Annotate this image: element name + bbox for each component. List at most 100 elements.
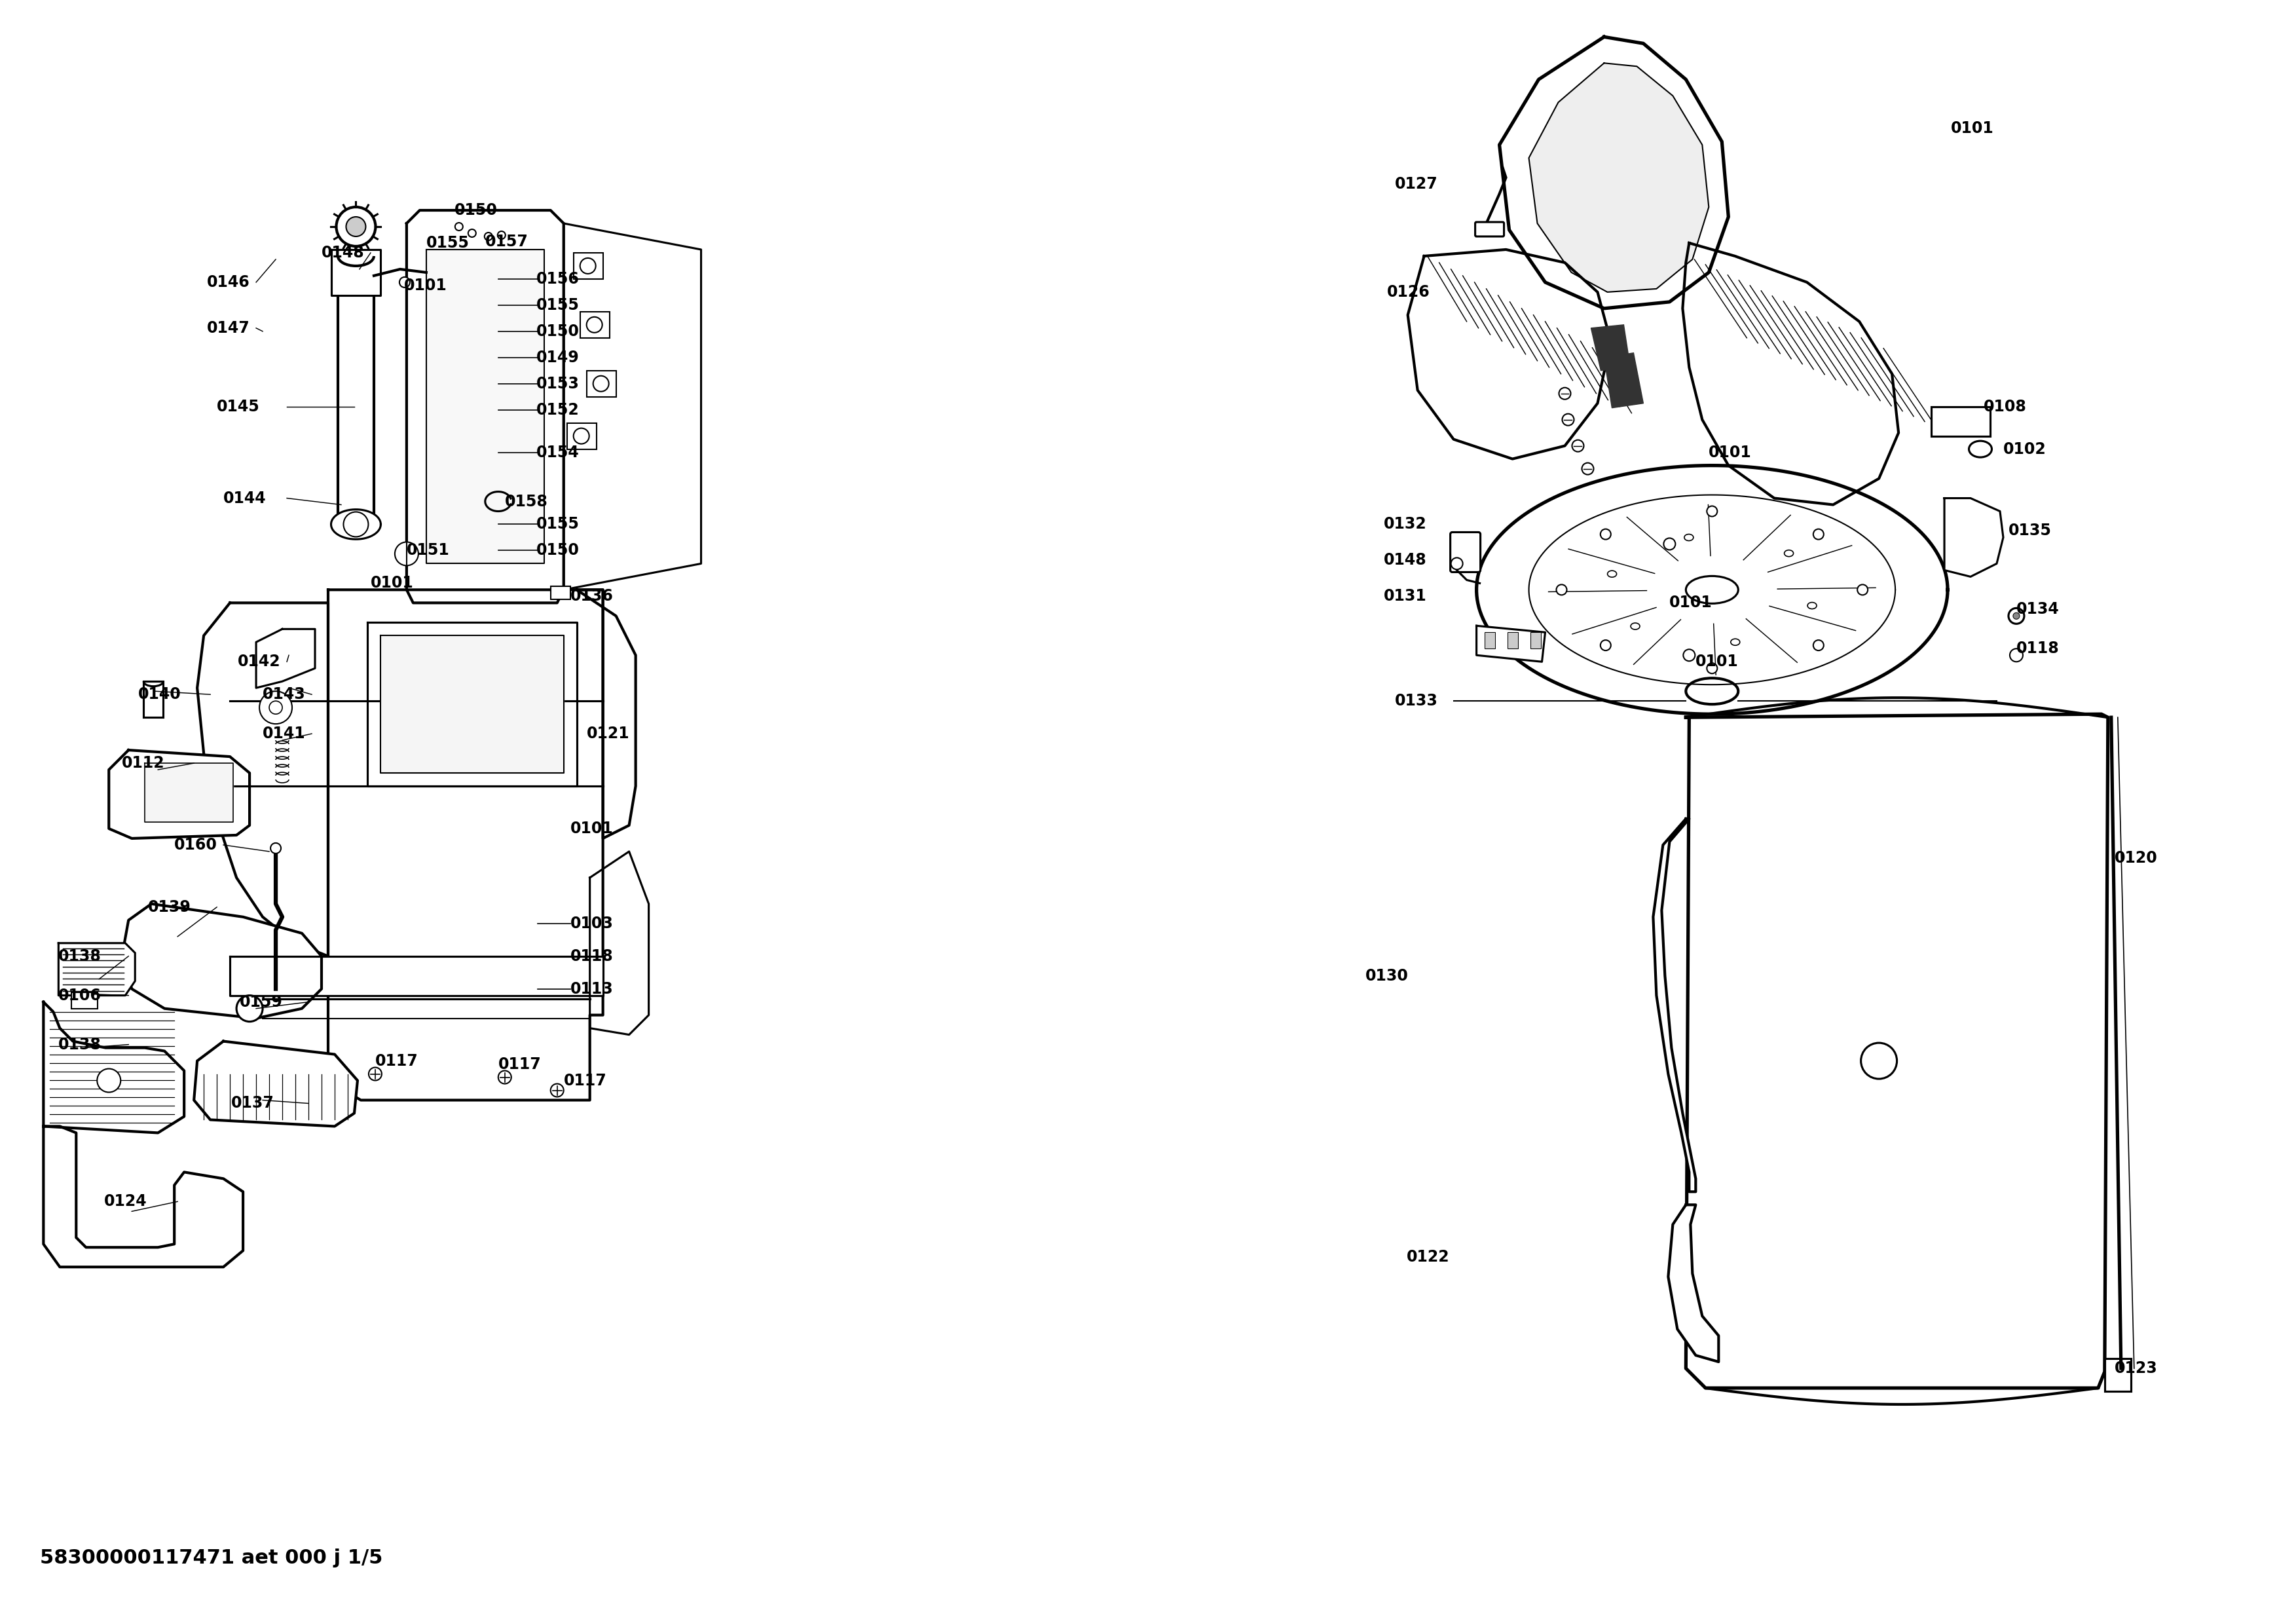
- Text: 0144: 0144: [223, 491, 266, 507]
- Text: 0149: 0149: [537, 350, 579, 365]
- Circle shape: [551, 1083, 563, 1098]
- Ellipse shape: [1862, 1043, 1896, 1078]
- Text: 0106: 0106: [57, 988, 101, 1004]
- Polygon shape: [331, 250, 381, 295]
- Circle shape: [1557, 584, 1566, 596]
- Text: 0160: 0160: [174, 838, 218, 852]
- Text: 0135: 0135: [2009, 523, 2053, 539]
- Circle shape: [395, 542, 418, 565]
- Polygon shape: [197, 604, 328, 955]
- Circle shape: [585, 316, 602, 332]
- Polygon shape: [108, 751, 250, 838]
- Circle shape: [1573, 441, 1584, 452]
- Polygon shape: [1605, 353, 1644, 408]
- Text: 0101: 0101: [370, 575, 413, 591]
- Circle shape: [1706, 663, 1717, 673]
- Circle shape: [259, 691, 292, 725]
- Text: 0142: 0142: [239, 654, 280, 670]
- Circle shape: [344, 512, 367, 537]
- Text: 0150: 0150: [537, 323, 579, 339]
- Text: 0130: 0130: [1366, 968, 1407, 983]
- Ellipse shape: [1784, 550, 1793, 557]
- Text: 0146: 0146: [207, 274, 250, 291]
- Text: 0145: 0145: [216, 399, 259, 415]
- Polygon shape: [1407, 250, 1609, 458]
- Polygon shape: [44, 1127, 243, 1267]
- Circle shape: [236, 996, 262, 1022]
- Text: 0118: 0118: [569, 949, 613, 964]
- Text: 0121: 0121: [585, 726, 629, 741]
- Circle shape: [1600, 641, 1612, 650]
- Text: 0117: 0117: [498, 1056, 542, 1072]
- Text: 0156: 0156: [537, 271, 579, 287]
- Text: 0102: 0102: [2002, 441, 2046, 457]
- Text: 0159: 0159: [239, 994, 282, 1010]
- Text: 0150: 0150: [537, 542, 579, 558]
- Polygon shape: [1669, 1204, 1720, 1362]
- Polygon shape: [331, 510, 381, 539]
- Bar: [574, 253, 604, 279]
- Polygon shape: [1945, 499, 2002, 576]
- Polygon shape: [122, 904, 321, 1018]
- Polygon shape: [576, 589, 636, 838]
- Text: 0141: 0141: [262, 726, 305, 741]
- Polygon shape: [563, 223, 700, 589]
- FancyBboxPatch shape: [1451, 533, 1481, 571]
- Bar: [1529, 633, 1541, 649]
- Polygon shape: [590, 852, 650, 1035]
- Text: 0126: 0126: [1387, 284, 1430, 300]
- Bar: [581, 312, 608, 337]
- Circle shape: [1559, 387, 1570, 399]
- Ellipse shape: [1807, 602, 1816, 608]
- Polygon shape: [1591, 324, 1630, 371]
- Circle shape: [1600, 529, 1612, 539]
- Polygon shape: [1685, 713, 2108, 1388]
- Circle shape: [1665, 537, 1676, 550]
- Circle shape: [1582, 463, 1593, 475]
- Polygon shape: [328, 589, 604, 1101]
- Circle shape: [498, 1070, 512, 1083]
- Polygon shape: [57, 943, 135, 996]
- Text: 0120: 0120: [2115, 851, 2158, 865]
- Text: 0150: 0150: [455, 202, 498, 218]
- Circle shape: [1814, 641, 1823, 650]
- Circle shape: [498, 231, 505, 239]
- Text: 0147: 0147: [207, 320, 250, 336]
- Circle shape: [574, 428, 590, 444]
- Polygon shape: [44, 1002, 184, 1133]
- Text: 0101: 0101: [1697, 654, 1738, 670]
- Bar: [145, 681, 163, 717]
- Text: 0101: 0101: [404, 278, 448, 294]
- Circle shape: [2009, 649, 2023, 662]
- Text: 0155: 0155: [427, 236, 468, 250]
- Circle shape: [1451, 558, 1463, 570]
- Bar: [1931, 407, 1991, 436]
- Text: 0155: 0155: [537, 516, 579, 533]
- Polygon shape: [1653, 818, 1697, 1191]
- Text: 0103: 0103: [569, 915, 613, 931]
- Polygon shape: [1529, 63, 1708, 292]
- Text: 0155: 0155: [537, 297, 579, 313]
- Polygon shape: [1683, 244, 1899, 505]
- Ellipse shape: [1731, 639, 1740, 646]
- Text: 0131: 0131: [1384, 589, 1426, 604]
- Text: 0143: 0143: [262, 686, 305, 702]
- Text: 0101: 0101: [569, 822, 613, 836]
- Circle shape: [335, 207, 377, 247]
- Text: 58300000117471 aet 000 j 1/5: 58300000117471 aet 000 j 1/5: [39, 1548, 383, 1567]
- Bar: [71, 993, 99, 1009]
- Circle shape: [96, 1068, 122, 1093]
- Ellipse shape: [1607, 571, 1616, 578]
- Text: 0113: 0113: [569, 981, 613, 997]
- Text: 0151: 0151: [406, 542, 450, 558]
- Bar: [2105, 1359, 2131, 1391]
- Text: 0140: 0140: [138, 686, 181, 702]
- Polygon shape: [338, 257, 374, 531]
- Ellipse shape: [1685, 576, 1738, 604]
- Circle shape: [1857, 584, 1867, 596]
- Text: 0117: 0117: [374, 1052, 418, 1068]
- Text: 0127: 0127: [1394, 176, 1437, 192]
- Bar: [551, 586, 569, 599]
- Text: 0123: 0123: [2115, 1361, 2158, 1377]
- Polygon shape: [367, 623, 576, 786]
